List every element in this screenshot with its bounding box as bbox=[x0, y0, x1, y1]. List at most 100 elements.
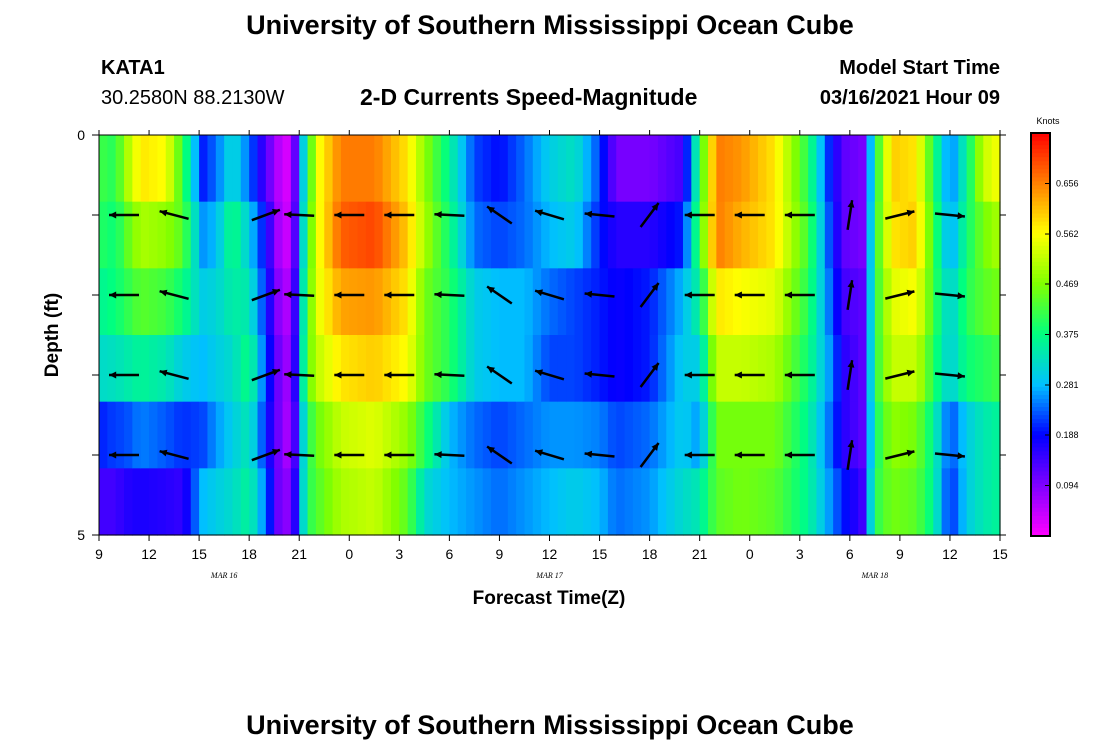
heatmap-cell bbox=[566, 135, 576, 203]
heatmap-cell bbox=[749, 201, 759, 269]
colorbar-segment bbox=[1031, 145, 1050, 150]
heatmap-cell bbox=[332, 401, 342, 469]
current-vector-arrow bbox=[684, 211, 715, 219]
heatmap-cell bbox=[482, 268, 492, 336]
colorbar-tick-label: 0.656 bbox=[1056, 179, 1079, 189]
colorbar-segment bbox=[1031, 419, 1050, 424]
current-vector-arrow bbox=[884, 449, 915, 460]
colorbar-segment bbox=[1031, 314, 1050, 319]
colorbar-segment bbox=[1031, 245, 1050, 251]
current-vector-arrow bbox=[486, 365, 513, 385]
colorbar-segment bbox=[1031, 253, 1050, 259]
heatmap-cell bbox=[249, 468, 259, 536]
heatmap-cell bbox=[491, 201, 501, 269]
heatmap-cell bbox=[449, 468, 459, 536]
heatmap-cell bbox=[441, 335, 450, 403]
heatmap-cell bbox=[741, 135, 751, 203]
heatmap-cell bbox=[549, 201, 559, 269]
heatmap-cell bbox=[449, 135, 459, 203]
heatmap-cell bbox=[232, 201, 242, 269]
top-title: University of Southern Mississippi Ocean… bbox=[246, 10, 854, 40]
colorbar-segment bbox=[1031, 455, 1050, 461]
current-vector-arrow bbox=[734, 291, 765, 299]
heatmap-cell bbox=[224, 335, 234, 403]
colorbar-segment bbox=[1031, 286, 1050, 291]
heatmap-cell bbox=[541, 401, 551, 469]
colorbar-segment bbox=[1031, 318, 1050, 324]
heatmap-cell bbox=[916, 335, 926, 403]
colorbar-segment bbox=[1031, 403, 1050, 408]
heatmap-cell bbox=[265, 401, 275, 469]
heatmap-cell bbox=[199, 468, 209, 536]
heatmap-cell bbox=[891, 335, 901, 403]
colorbar-segment bbox=[1031, 511, 1050, 517]
heatmap-cell bbox=[449, 335, 459, 403]
colorbar-segment bbox=[1031, 475, 1050, 481]
heatmap-cell bbox=[674, 335, 684, 403]
vector-head bbox=[584, 210, 593, 218]
colorbar-segment bbox=[1031, 390, 1050, 396]
colorbar-segment bbox=[1031, 427, 1050, 432]
heatmap-cell bbox=[249, 201, 259, 269]
colorbar-segment bbox=[1031, 447, 1050, 452]
heatmap-cell bbox=[624, 468, 634, 536]
heatmap-cell bbox=[324, 268, 334, 336]
heatmap-cell bbox=[140, 468, 150, 536]
current-vector-arrow bbox=[584, 450, 615, 458]
heatmap-cell bbox=[207, 468, 217, 536]
heatmap-cell bbox=[115, 201, 125, 269]
heatmap-cell bbox=[908, 335, 918, 403]
heatmap-cell bbox=[724, 135, 734, 203]
heatmap-cell bbox=[340, 401, 350, 469]
heatmap-cell bbox=[307, 468, 317, 536]
colorbar-segment bbox=[1031, 386, 1050, 392]
heatmap-cell bbox=[474, 401, 484, 469]
heatmap-cell bbox=[365, 268, 375, 336]
heatmap-cell bbox=[232, 401, 242, 469]
colorbar-segment bbox=[1031, 491, 1050, 497]
heatmap-cell bbox=[265, 201, 275, 269]
heatmap-cell bbox=[149, 268, 158, 336]
current-vector-arrow bbox=[334, 211, 365, 219]
current-vector-arrow bbox=[884, 209, 915, 220]
heatmap-cell bbox=[149, 135, 158, 203]
heatmap-cell bbox=[507, 335, 517, 403]
heatmap-cell bbox=[708, 135, 717, 203]
colorbar-segment bbox=[1031, 358, 1050, 364]
heatmap-cell bbox=[390, 468, 400, 536]
vector-head bbox=[734, 211, 742, 219]
heatmap-cell bbox=[808, 468, 818, 536]
vector-head bbox=[906, 369, 915, 377]
heatmap-cell bbox=[482, 335, 492, 403]
heatmap-cell bbox=[858, 201, 868, 269]
heatmap-cell bbox=[299, 401, 309, 469]
heatmap-cell bbox=[849, 401, 859, 469]
heatmap-cell bbox=[733, 135, 742, 203]
model-start-label: Model Start Time bbox=[839, 57, 1000, 79]
heatmap-cell bbox=[199, 135, 209, 203]
heatmap-cell bbox=[524, 135, 534, 203]
heatmap-cell bbox=[958, 335, 968, 403]
colorbar-segment bbox=[1031, 161, 1050, 166]
heatmap-cell bbox=[265, 335, 275, 403]
current-vector-arrow bbox=[584, 370, 615, 378]
heatmap-cell bbox=[549, 401, 559, 469]
heatmap-cell bbox=[924, 401, 934, 469]
heatmap-cell bbox=[849, 468, 859, 536]
heatmap-cell bbox=[691, 335, 701, 403]
y-axis-title: Depth (ft) bbox=[42, 293, 63, 377]
heatmap-cell bbox=[174, 401, 184, 469]
heatmap-cell bbox=[474, 268, 484, 336]
heatmap-cell bbox=[616, 135, 626, 203]
heatmap-cell bbox=[582, 268, 592, 336]
heatmap-cell bbox=[749, 468, 759, 536]
heatmap-cell bbox=[599, 201, 609, 269]
heatmap-cell bbox=[899, 268, 909, 336]
x-date-label: MAR 17 bbox=[535, 571, 563, 580]
heatmap-cell bbox=[783, 468, 793, 536]
heatmap-cell bbox=[983, 268, 993, 336]
vector-head bbox=[384, 211, 392, 219]
heatmap-cell bbox=[799, 335, 809, 403]
heatmap-cell bbox=[199, 335, 209, 403]
heatmap-cell bbox=[399, 268, 409, 336]
